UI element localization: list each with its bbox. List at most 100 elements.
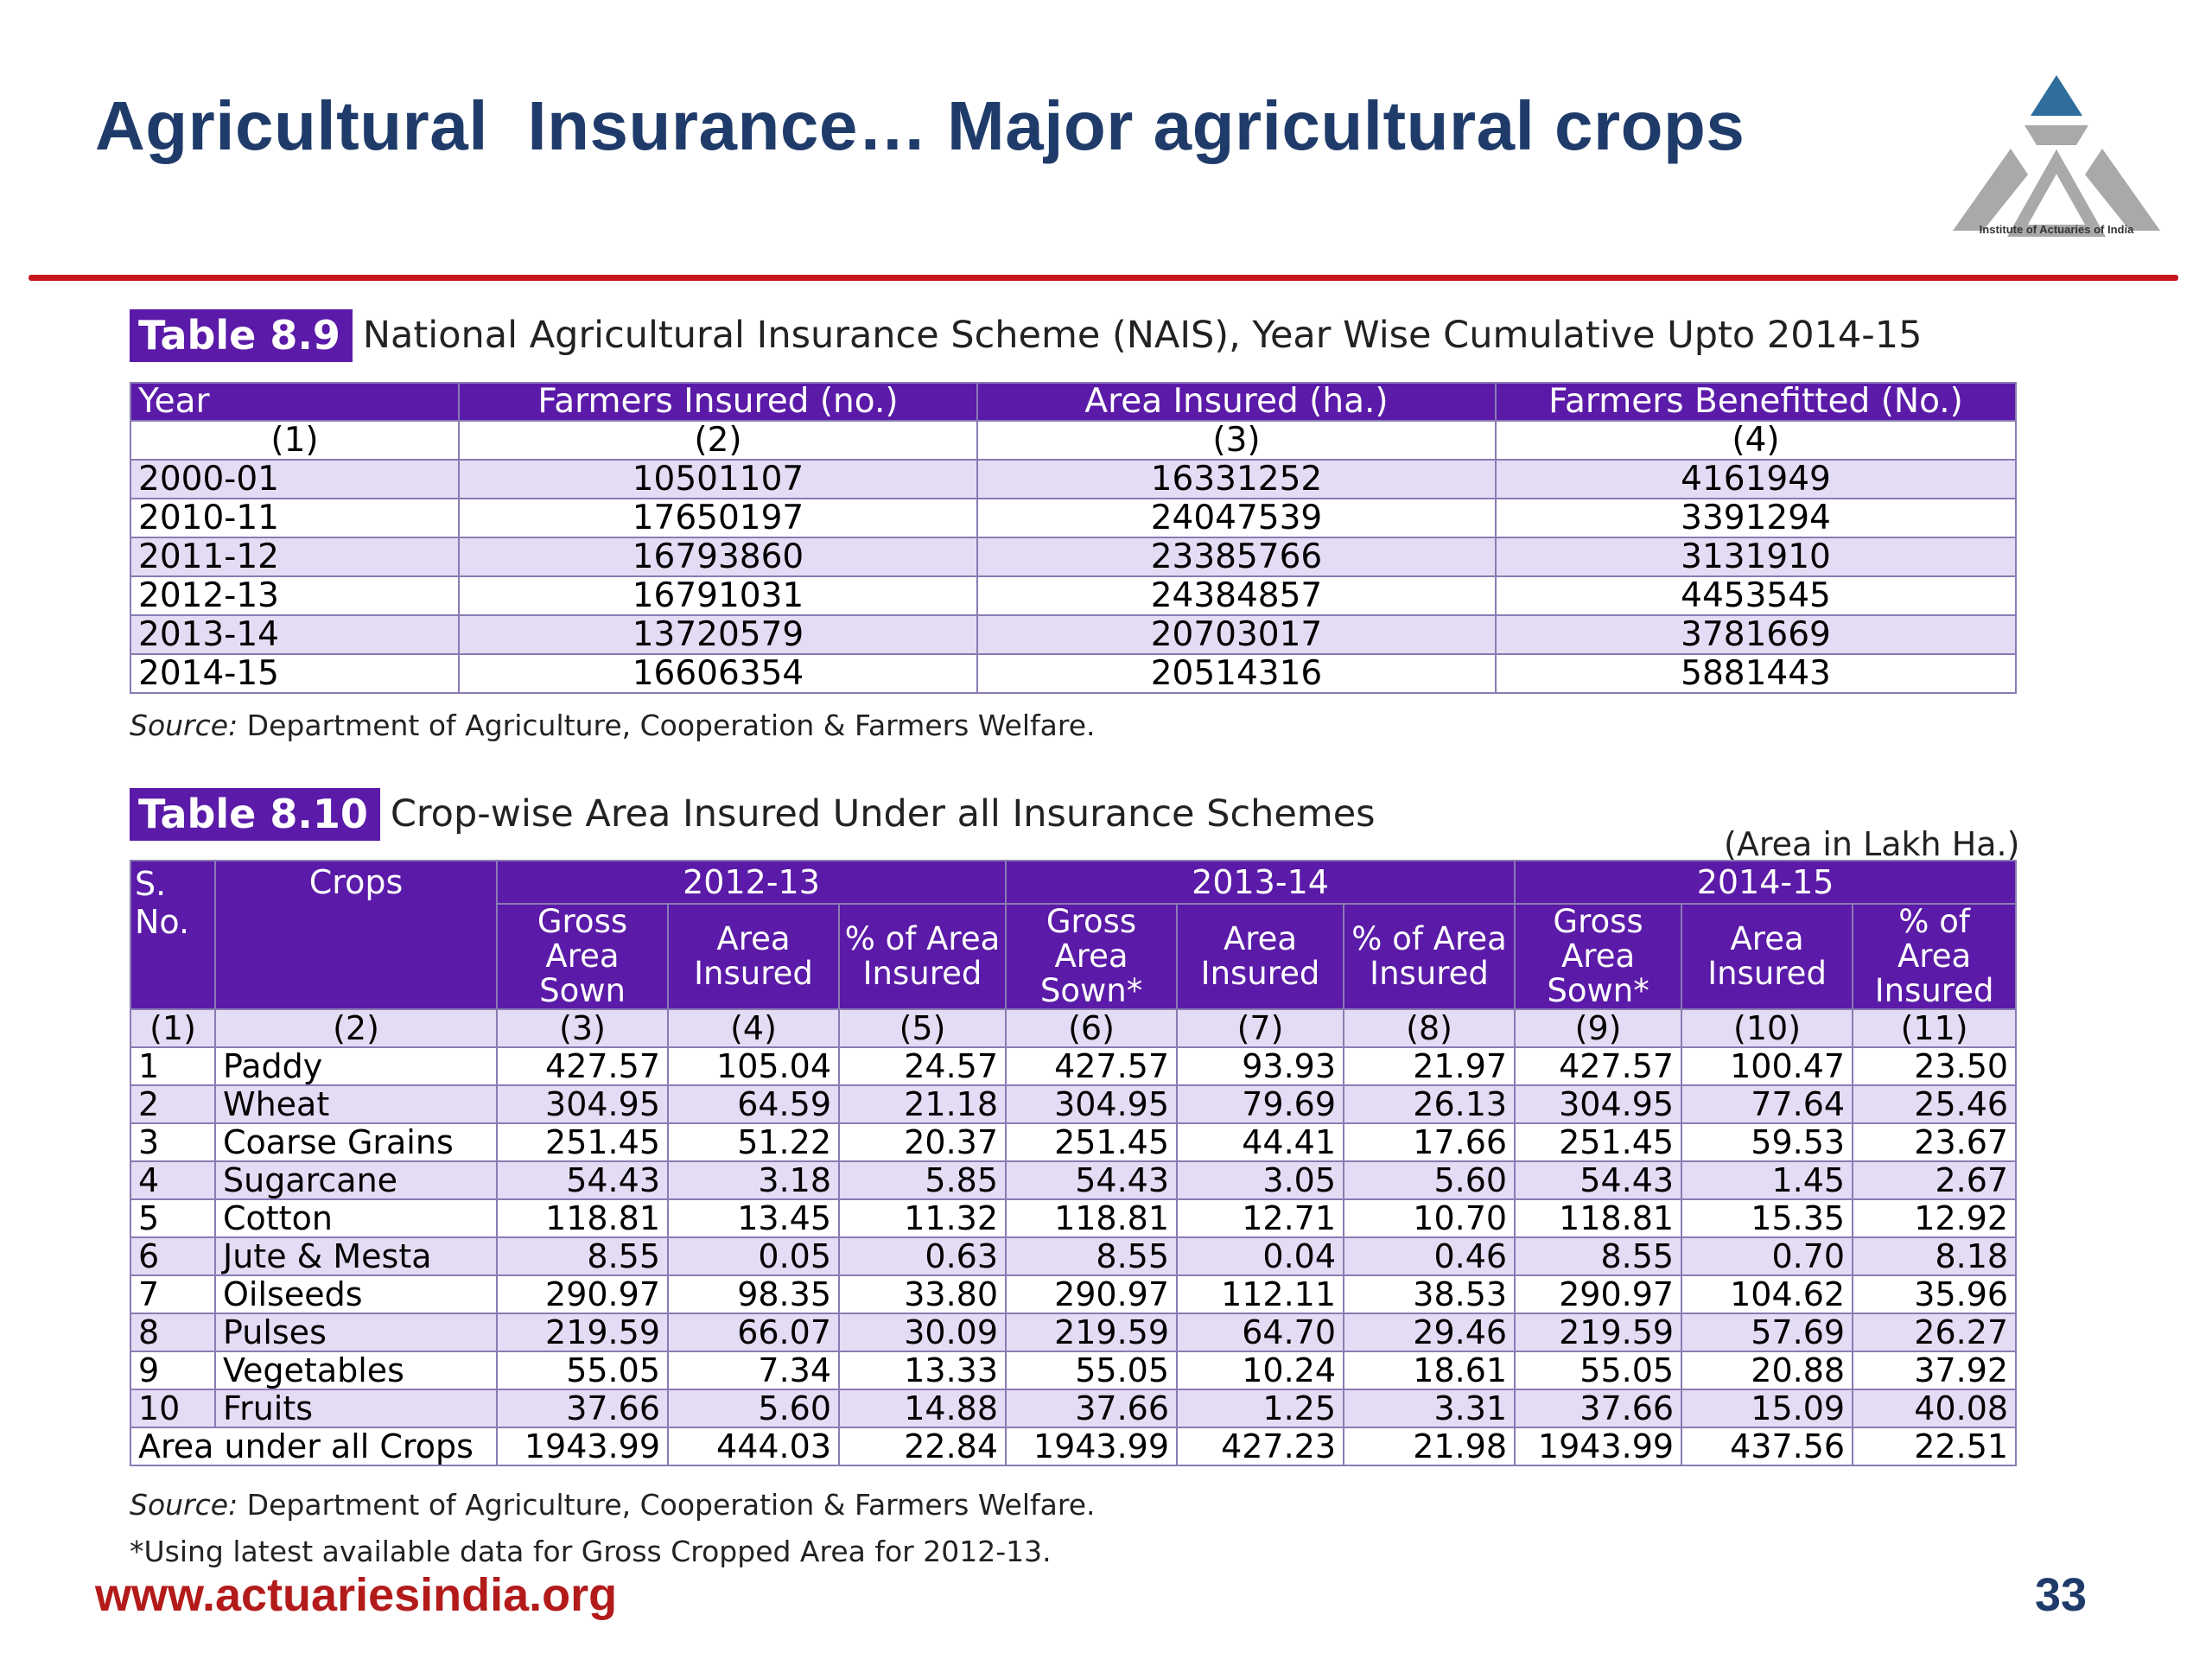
table-8-9: Year Farmers Insured (no.) Area Insured … xyxy=(130,382,2017,694)
value-cell: 304.95 xyxy=(496,1084,669,1124)
value-cell: 4453545 xyxy=(1495,575,2017,616)
table-8-9-label: Table 8.9 xyxy=(130,309,353,362)
value-cell: 251.45 xyxy=(496,1122,669,1162)
value-cell: 12.92 xyxy=(1852,1198,2018,1238)
column-number: (4) xyxy=(667,1008,840,1048)
value-cell: 54.43 xyxy=(1005,1160,1179,1200)
value-cell: 64.70 xyxy=(1176,1313,1345,1352)
table-8-10-footnote: *Using latest available data for Gross C… xyxy=(130,1535,1052,1568)
value-cell: 3131910 xyxy=(1495,537,2017,577)
title-divider xyxy=(29,275,2178,281)
value-cell: 38.53 xyxy=(1343,1274,1516,1314)
table-row: 9 Vegetables 55.05 7.34 13.33 55.05 10.24 18.61… xyxy=(130,1351,2018,1390)
value-cell: 12.71 xyxy=(1176,1198,1345,1238)
table-row: 2012-13 16791031 24384857 4453545 xyxy=(130,575,2017,616)
value-cell: 1.25 xyxy=(1176,1389,1345,1428)
sno-cell: 5 xyxy=(130,1198,216,1238)
table-8-10-heading: Table 8.10 Crop-wise Area Insured Under … xyxy=(130,788,1376,841)
column-number: (4) xyxy=(1495,420,2017,461)
value-cell: 17.66 xyxy=(1343,1122,1516,1162)
value-cell: 37.66 xyxy=(1514,1389,1683,1428)
total-value: 427.23 xyxy=(1176,1427,1345,1466)
header-year: Year xyxy=(130,382,460,422)
value-cell: 16331252 xyxy=(976,459,1497,499)
footer-url[interactable]: www.actuariesindia.org xyxy=(95,1569,618,1621)
value-cell: 5881443 xyxy=(1495,653,2017,694)
column-number: (8) xyxy=(1343,1008,1516,1048)
unit-note: (Area in Lakh Ha.) xyxy=(1724,825,2020,863)
value-cell: 17650197 xyxy=(458,498,978,538)
column-number-row: (1) (2) (3) (4) (5) (6) (7) (8) (9) (10) (11) xyxy=(130,1008,2018,1048)
crop-cell: Jute & Mesta xyxy=(214,1236,498,1276)
crop-cell: Oilseeds xyxy=(214,1274,498,1314)
crop-cell: Sugarcane xyxy=(214,1160,498,1200)
table-row: 1 Paddy 427.57 105.04 24.57 427.57 93.93 21.97 4… xyxy=(130,1046,2018,1086)
header-year-2013-14: 2013-14 xyxy=(1005,860,1516,905)
year-cell: 2014-15 xyxy=(130,653,460,694)
table-row: 10 Fruits 37.66 5.60 14.88 37.66 1.25 3.31 37.66… xyxy=(130,1389,2018,1428)
total-value: 22.84 xyxy=(837,1427,1007,1466)
table-row: 2014-15 16606354 20514316 5881443 xyxy=(130,653,2017,694)
table-row: 2013-14 13720579 20703017 3781669 xyxy=(130,614,2017,655)
sub-header: Gross Area Sown* xyxy=(1514,903,1683,1010)
value-cell: 2.67 xyxy=(1852,1160,2018,1200)
value-cell: 64.59 xyxy=(667,1084,840,1124)
value-cell: 118.81 xyxy=(496,1198,669,1238)
header-crops: Crops xyxy=(214,860,498,1010)
value-cell: 23385766 xyxy=(976,537,1497,577)
year-cell: 2010-11 xyxy=(130,498,460,538)
value-cell: 77.64 xyxy=(1681,1084,1854,1124)
value-cell: 251.45 xyxy=(1514,1122,1683,1162)
value-cell: 13.33 xyxy=(837,1351,1007,1390)
table-row: 6 Jute & Mesta 8.55 0.05 0.63 8.55 0.04 0.46 8.5… xyxy=(130,1236,2018,1276)
value-cell: 8.55 xyxy=(1005,1236,1179,1276)
table-row: 5 Cotton 118.81 13.45 11.32 118.81 12.71 10.70 1… xyxy=(130,1198,2018,1238)
column-number: (6) xyxy=(1005,1008,1179,1048)
value-cell: 290.97 xyxy=(1005,1274,1179,1314)
total-label: Area under all Crops xyxy=(130,1427,498,1466)
value-cell: 14.88 xyxy=(837,1389,1007,1428)
source-text: Department of Agriculture, Cooperation &… xyxy=(238,709,1096,742)
total-value: 1943.99 xyxy=(496,1427,669,1466)
value-cell: 3.18 xyxy=(667,1160,840,1200)
column-number: (7) xyxy=(1176,1008,1345,1048)
value-cell: 7.34 xyxy=(667,1351,840,1390)
year-cell: 2013-14 xyxy=(130,614,460,655)
value-cell: 118.81 xyxy=(1005,1198,1179,1238)
sno-cell: 9 xyxy=(130,1351,216,1390)
value-cell: 112.11 xyxy=(1176,1274,1345,1314)
value-cell: 304.95 xyxy=(1514,1084,1683,1124)
page-number: 33 xyxy=(2035,1569,2088,1621)
table-8-9-source: Source: Department of Agriculture, Coope… xyxy=(130,709,1096,742)
column-number: (10) xyxy=(1681,1008,1854,1048)
value-cell: 25.46 xyxy=(1852,1084,2018,1124)
value-cell: 93.93 xyxy=(1176,1046,1345,1086)
value-cell: 8.55 xyxy=(496,1236,669,1276)
value-cell: 37.92 xyxy=(1852,1351,2018,1390)
value-cell: 219.59 xyxy=(1514,1313,1683,1352)
value-cell: 105.04 xyxy=(667,1046,840,1086)
value-cell: 20514316 xyxy=(976,653,1497,694)
value-cell: 11.32 xyxy=(837,1198,1007,1238)
value-cell: 21.97 xyxy=(1343,1046,1516,1086)
value-cell: 98.35 xyxy=(667,1274,840,1314)
value-cell: 55.05 xyxy=(1005,1351,1179,1390)
sub-header: % of Area Insured xyxy=(1343,903,1516,1010)
table-row: 8 Pulses 219.59 66.07 30.09 219.59 64.70 29.46 2… xyxy=(130,1313,2018,1352)
value-cell: 15.35 xyxy=(1681,1198,1854,1238)
slide-title: Agricultural Insurance… Major agricultur… xyxy=(95,87,1745,164)
header-year-2014-15: 2014-15 xyxy=(1514,860,2018,905)
sno-cell: 2 xyxy=(130,1084,216,1124)
column-number: (3) xyxy=(496,1008,669,1048)
sno-cell: 6 xyxy=(130,1236,216,1276)
sub-header: Area Insured xyxy=(667,903,840,1010)
value-cell: 0.04 xyxy=(1176,1236,1345,1276)
value-cell: 20.37 xyxy=(837,1122,1007,1162)
table-row: 4 Sugarcane 54.43 3.18 5.85 54.43 3.05 5.60 54.4… xyxy=(130,1160,2018,1200)
value-cell: 0.63 xyxy=(837,1236,1007,1276)
value-cell: 0.70 xyxy=(1681,1236,1854,1276)
sub-header: Area Insured xyxy=(1681,903,1854,1010)
value-cell: 51.22 xyxy=(667,1122,840,1162)
value-cell: 219.59 xyxy=(496,1313,669,1352)
year-header-row: S. No. Crops 2012-13 2013-14 2014-15 xyxy=(130,860,2018,1010)
